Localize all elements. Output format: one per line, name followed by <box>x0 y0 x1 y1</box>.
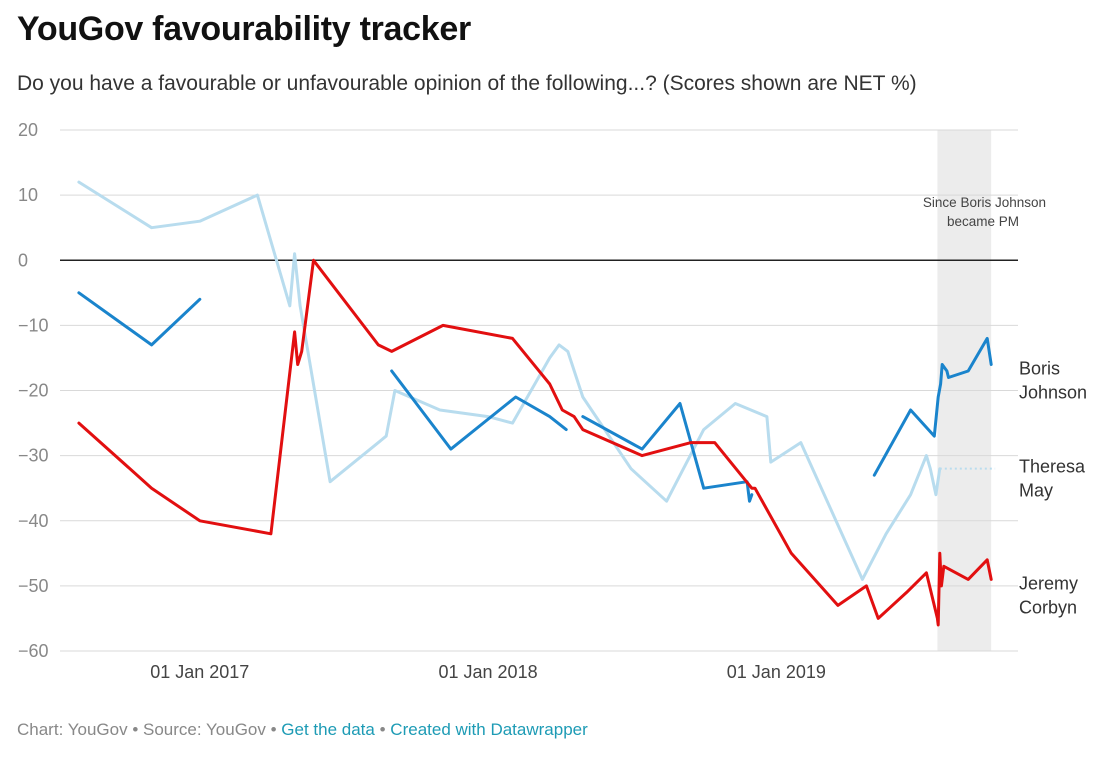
y-tick-label: 20 <box>18 120 38 140</box>
boris-johnson-line-segment-2 <box>390 369 568 451</box>
source-text: Source: YouGov <box>143 720 266 739</box>
x-tick-label: 01 Jan 2017 <box>150 662 249 682</box>
datawrapper-link[interactable]: Created with Datawrapper <box>390 720 588 739</box>
boris-johnson-line-segment-1 <box>77 291 202 347</box>
x-tick-label: 01 Jan 2019 <box>727 662 826 682</box>
chart-title: YouGov favourability tracker <box>17 10 471 48</box>
chart-subtitle: Do you have a favourable or unfavourable… <box>17 72 917 95</box>
highlight-annotation: Since Boris Johnson <box>923 195 1046 210</box>
y-tick-label: −30 <box>18 446 49 466</box>
get-the-data-link[interactable]: Get the data <box>281 720 375 739</box>
series-layer <box>77 180 996 627</box>
y-tick-label: 0 <box>18 250 28 270</box>
y-tick-label: 10 <box>18 185 38 205</box>
x-tick-label: 01 Jan 2018 <box>439 662 538 682</box>
boris-johnson-label: Johnson <box>1019 383 1087 403</box>
footer-separator: • <box>379 720 386 739</box>
grid-layer: 20 10 0 −10 −20 −30 −40 −50 −60 01 Jan 2017 01 Jan… <box>18 120 1018 682</box>
boris-johnson-label: Boris <box>1019 359 1060 379</box>
highlight-annotation: became PM <box>947 214 1019 229</box>
jeremy-corbyn-label: Jeremy <box>1019 574 1078 594</box>
theresa-may-line <box>77 180 942 581</box>
chart-credit: Chart: YouGov <box>17 720 128 739</box>
theresa-may-label: May <box>1019 480 1053 500</box>
chart-footer: Chart: YouGov • Source: YouGov • Get the… <box>17 720 588 740</box>
y-tick-label: −40 <box>18 511 49 531</box>
boris-johnson-line-segment-3 <box>581 402 754 503</box>
footer-separator: • <box>270 720 277 739</box>
jeremy-corbyn-label: Corbyn <box>1019 598 1077 618</box>
y-tick-label: −60 <box>18 641 49 661</box>
footer-separator: • <box>132 720 139 739</box>
line-chart: 20 10 0 −10 −20 −30 −40 −50 −60 01 Jan 2017 01 Jan… <box>18 120 1087 682</box>
jeremy-corbyn-line <box>77 258 993 627</box>
y-tick-label: −10 <box>18 315 49 335</box>
y-tick-label: −20 <box>18 381 49 401</box>
theresa-may-label: Theresa <box>1019 456 1086 476</box>
label-layer: Theresa May Boris Johnson Jeremy Corbyn Since … <box>923 195 1087 618</box>
y-tick-label: −50 <box>18 576 49 596</box>
boris-johnson-line-segment-4 <box>872 336 993 477</box>
